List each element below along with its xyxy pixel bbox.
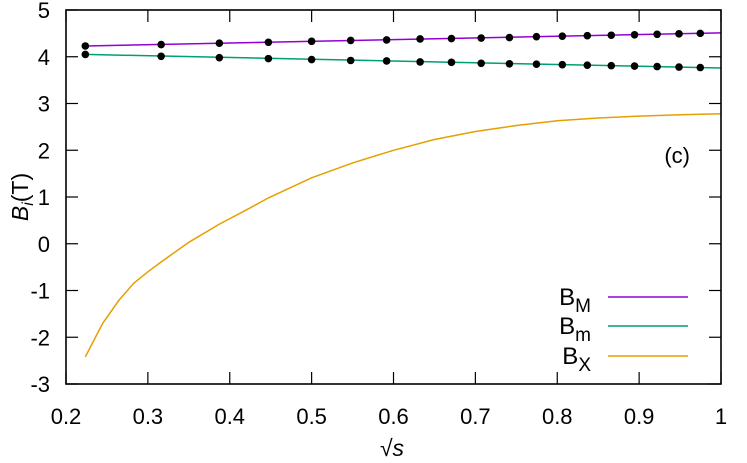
data-point-marker bbox=[416, 35, 424, 43]
data-point-marker bbox=[607, 31, 616, 40]
legend-label: BX bbox=[562, 343, 591, 376]
legend-entry-b-m: Bm bbox=[559, 313, 688, 346]
data-point-marker bbox=[157, 40, 165, 49]
legend-label: BM bbox=[559, 284, 591, 317]
data-point-marker bbox=[505, 33, 514, 42]
x-axis-ticks bbox=[65, 10, 722, 384]
data-point-marker bbox=[630, 30, 639, 39]
data-point-marker bbox=[346, 36, 355, 45]
data-point-marker bbox=[447, 58, 456, 67]
y-tick-label: 2 bbox=[38, 138, 50, 163]
y-tick-label: 4 bbox=[38, 45, 50, 70]
data-point-marker bbox=[505, 59, 514, 68]
data-point-marker bbox=[215, 53, 224, 62]
data-point-marker bbox=[382, 57, 391, 65]
x-axis-tick-labels: 0.2 0.3 0.4 0.5 0.6 0.7 0.8 0.9 1 bbox=[51, 404, 727, 429]
data-point-marker bbox=[477, 59, 485, 68]
x-axis-label-text: √s bbox=[380, 435, 405, 461]
series-line-b-m bbox=[85, 32, 722, 47]
plot-lines bbox=[84, 32, 722, 358]
data-point-marker bbox=[346, 56, 355, 65]
y-axis-label-text: Bi(T) bbox=[7, 173, 37, 221]
data-point-marker bbox=[215, 39, 224, 47]
y-axis-label: Bi(T) bbox=[7, 173, 37, 221]
y-tick-label: -1 bbox=[30, 279, 50, 304]
data-point-marker bbox=[696, 63, 705, 72]
data-point-marker bbox=[630, 62, 639, 70]
legend-entry-b-x: BX bbox=[562, 343, 688, 376]
x-tick-label: 0.6 bbox=[378, 404, 409, 429]
x-tick-label: 0.7 bbox=[460, 404, 491, 429]
data-point-marker bbox=[583, 61, 592, 69]
data-point-marker bbox=[382, 36, 391, 44]
data-point-marker bbox=[477, 34, 485, 42]
series-line-b-m bbox=[85, 53, 722, 69]
x-tick-label: 0.9 bbox=[624, 404, 655, 429]
legend-label: Bm bbox=[559, 313, 591, 346]
y-tick-label: -3 bbox=[30, 372, 50, 397]
data-point-marker bbox=[696, 29, 705, 38]
x-axis-label: √s bbox=[380, 435, 405, 461]
data-point-marker bbox=[558, 60, 567, 69]
y-axis-tick-labels: -3 -2 -1 0 1 2 3 4 5 bbox=[30, 0, 50, 397]
panel-annotation: (c) bbox=[664, 143, 690, 168]
x-tick-label: 0.5 bbox=[296, 404, 327, 429]
y-tick-label: 0 bbox=[38, 232, 50, 257]
x-tick-label: 0.8 bbox=[542, 404, 573, 429]
data-point-marker bbox=[675, 30, 683, 38]
data-point-marker bbox=[264, 38, 273, 47]
data-point-marker bbox=[81, 50, 90, 59]
data-point-marker bbox=[307, 55, 316, 64]
y-tick-label: 1 bbox=[38, 185, 50, 210]
x-tick-label: 0.2 bbox=[51, 404, 82, 429]
x-tick-label: 0.3 bbox=[133, 404, 164, 429]
y-tick-label: 5 bbox=[38, 0, 50, 23]
data-point-marker bbox=[607, 61, 616, 70]
data-point-marker bbox=[157, 52, 165, 61]
data-point-marker bbox=[653, 62, 661, 71]
legend-entry-b-m: BM bbox=[559, 284, 688, 317]
data-point-marker bbox=[447, 34, 456, 43]
plot-markers bbox=[81, 29, 705, 72]
y-axis-ticks bbox=[66, 9, 721, 385]
x-tick-label: 1 bbox=[715, 404, 727, 429]
data-point-marker bbox=[416, 58, 424, 66]
data-point-marker bbox=[558, 32, 567, 40]
y-tick-label: 3 bbox=[38, 92, 50, 117]
data-point-marker bbox=[653, 30, 661, 39]
data-point-marker bbox=[675, 63, 683, 71]
data-point-marker bbox=[583, 31, 592, 40]
data-point-marker bbox=[81, 42, 90, 50]
y-tick-label: -2 bbox=[30, 325, 50, 350]
data-point-marker bbox=[264, 54, 273, 63]
series-line-b-x bbox=[84, 113, 722, 358]
x-tick-label: 0.4 bbox=[214, 404, 245, 429]
data-point-marker bbox=[532, 32, 541, 41]
data-point-marker bbox=[532, 60, 541, 69]
data-point-marker bbox=[307, 37, 316, 46]
